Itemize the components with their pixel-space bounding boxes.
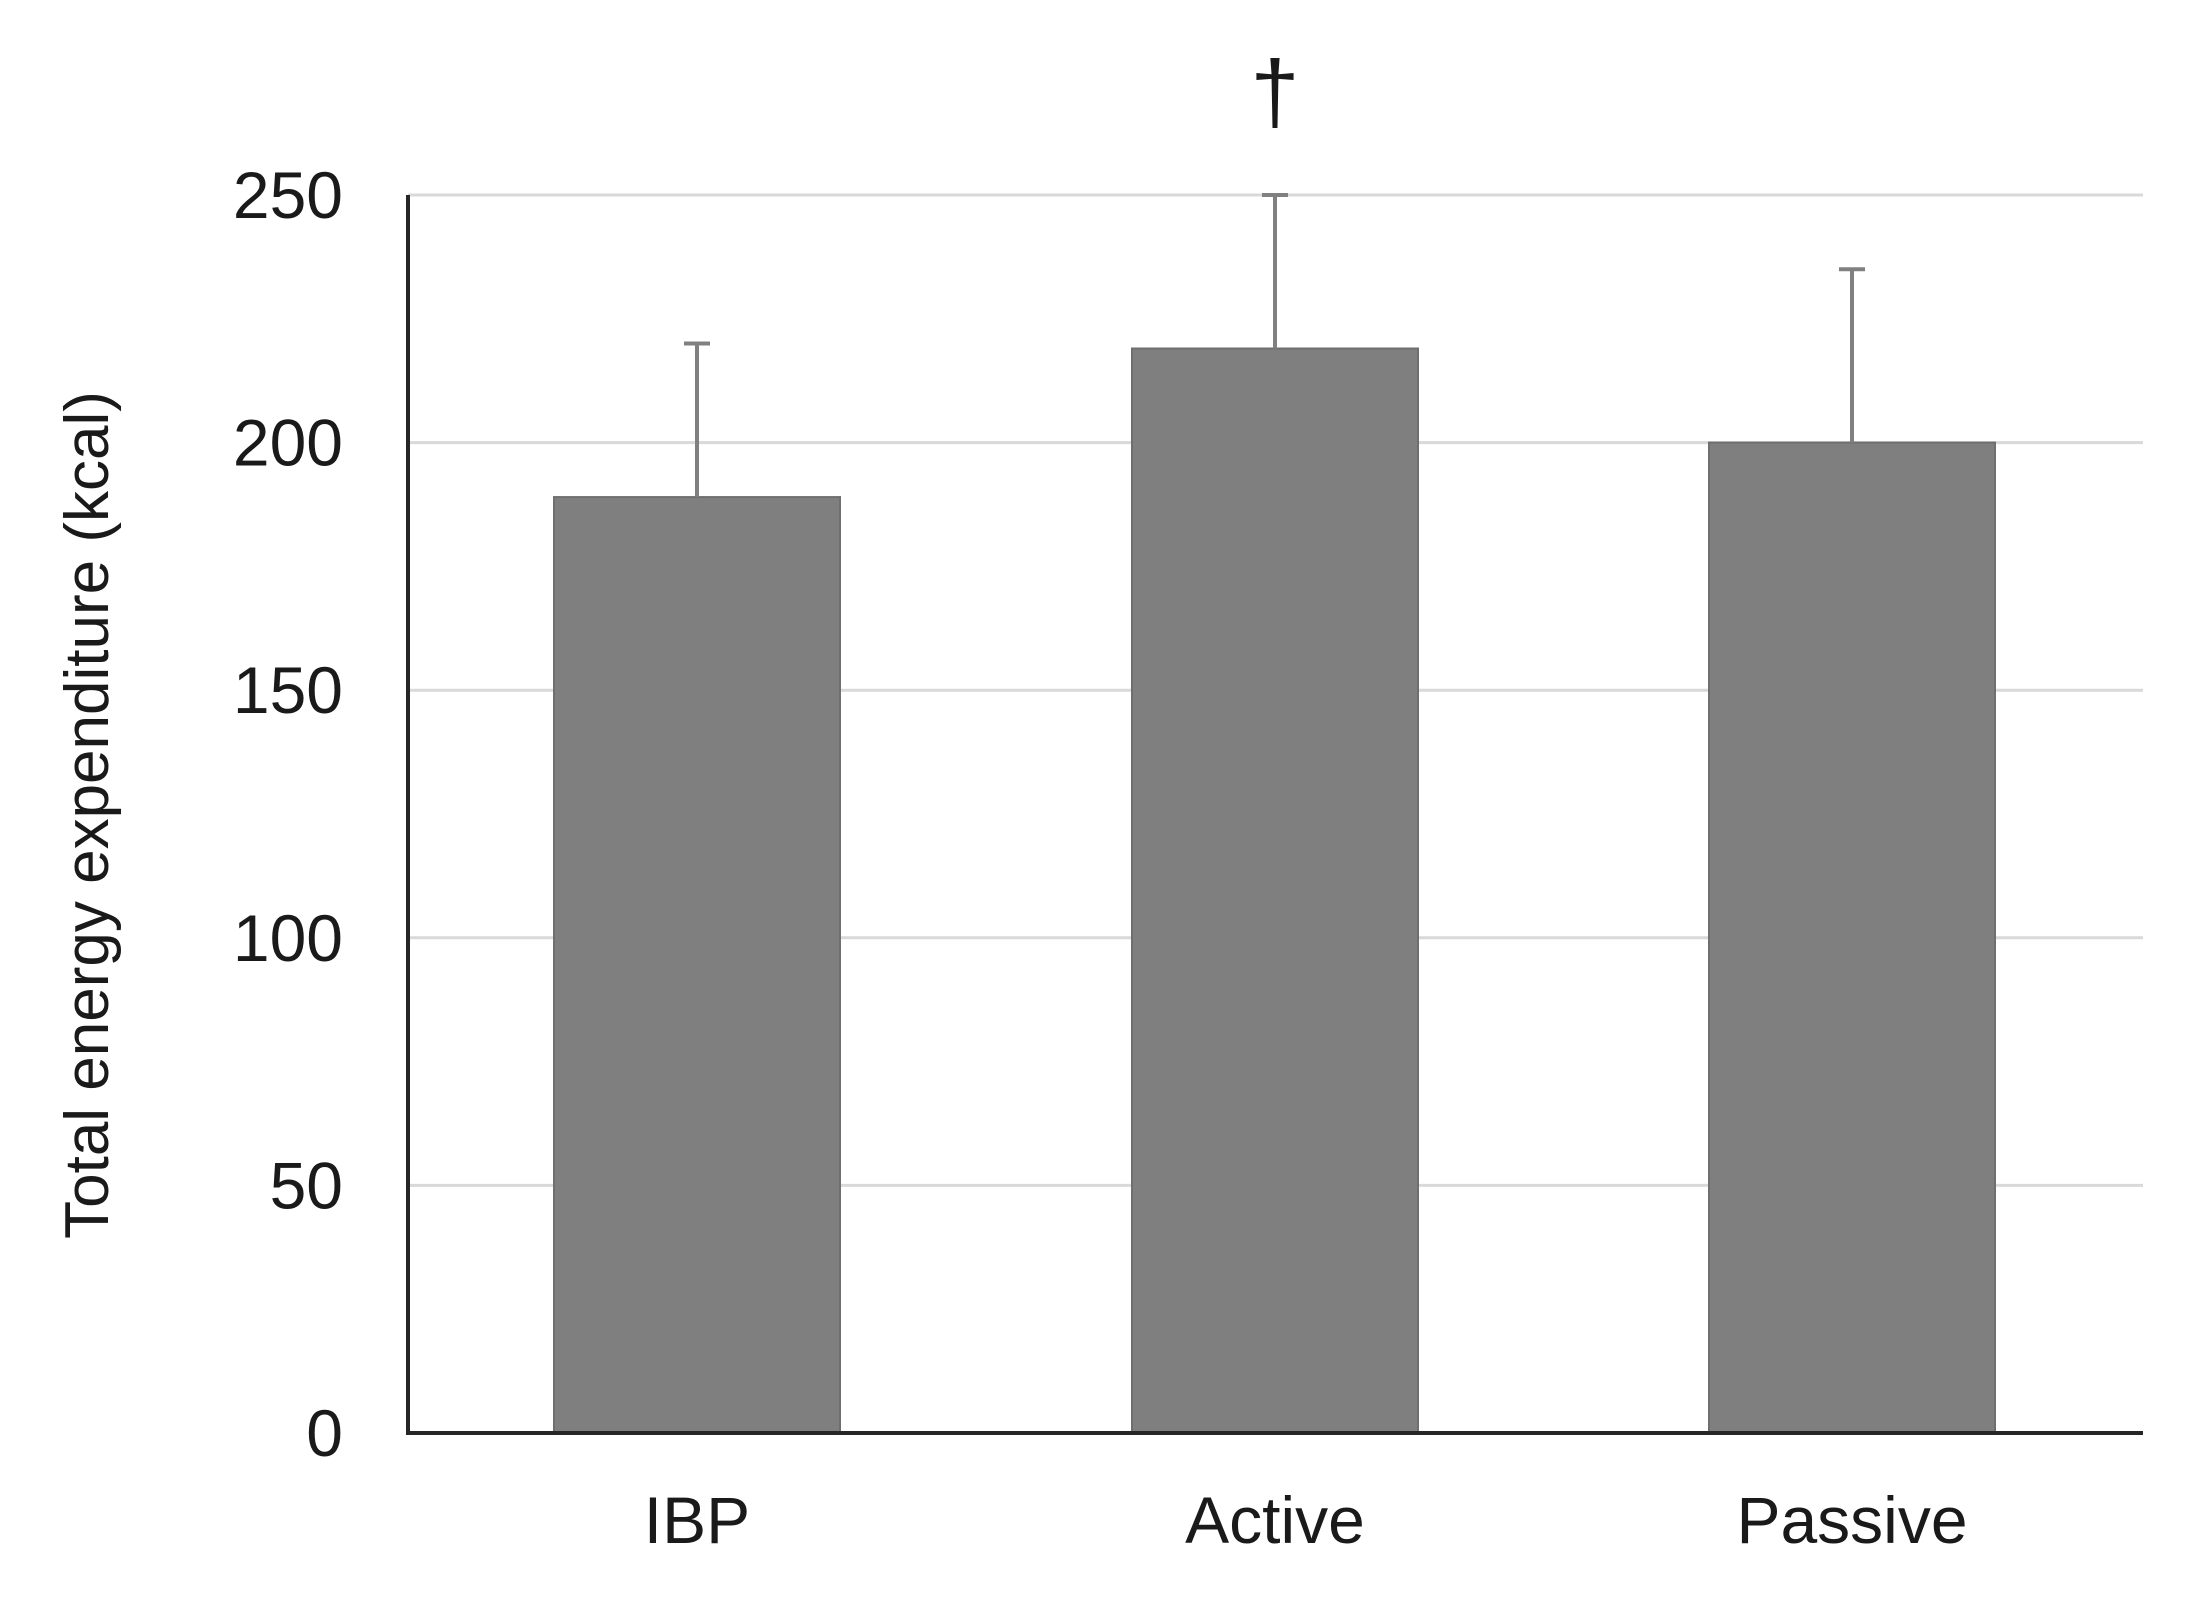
y-tick-label-50: 50 (270, 1148, 343, 1222)
annotation-active: † (1251, 42, 1300, 141)
axes (406, 195, 2143, 1435)
y-tick-label-200: 200 (233, 406, 343, 480)
y-tick-label-250: 250 (233, 158, 343, 232)
y-tick-label-150: 150 (233, 653, 343, 727)
y-tick-label-0: 0 (306, 1396, 343, 1470)
bar-active (1131, 347, 1419, 1435)
bar-ibp (553, 496, 841, 1434)
y-axis-label: Total energy expenditure (kcal) (53, 391, 122, 1239)
x-tick-labels: IBP Active Passive (644, 1483, 1968, 1557)
y-tick-labels: 0 50 100 150 200 250 (233, 158, 343, 1470)
x-tick-label-passive: Passive (1736, 1483, 1967, 1557)
bar-passive (1708, 441, 1996, 1435)
annotations: † (1251, 42, 1300, 141)
x-tick-label-active: Active (1185, 1483, 1365, 1557)
y-tick-label-100: 100 (233, 901, 343, 975)
error-bars (684, 193, 1865, 498)
x-tick-label-ibp: IBP (644, 1483, 750, 1557)
bars (553, 347, 1996, 1435)
